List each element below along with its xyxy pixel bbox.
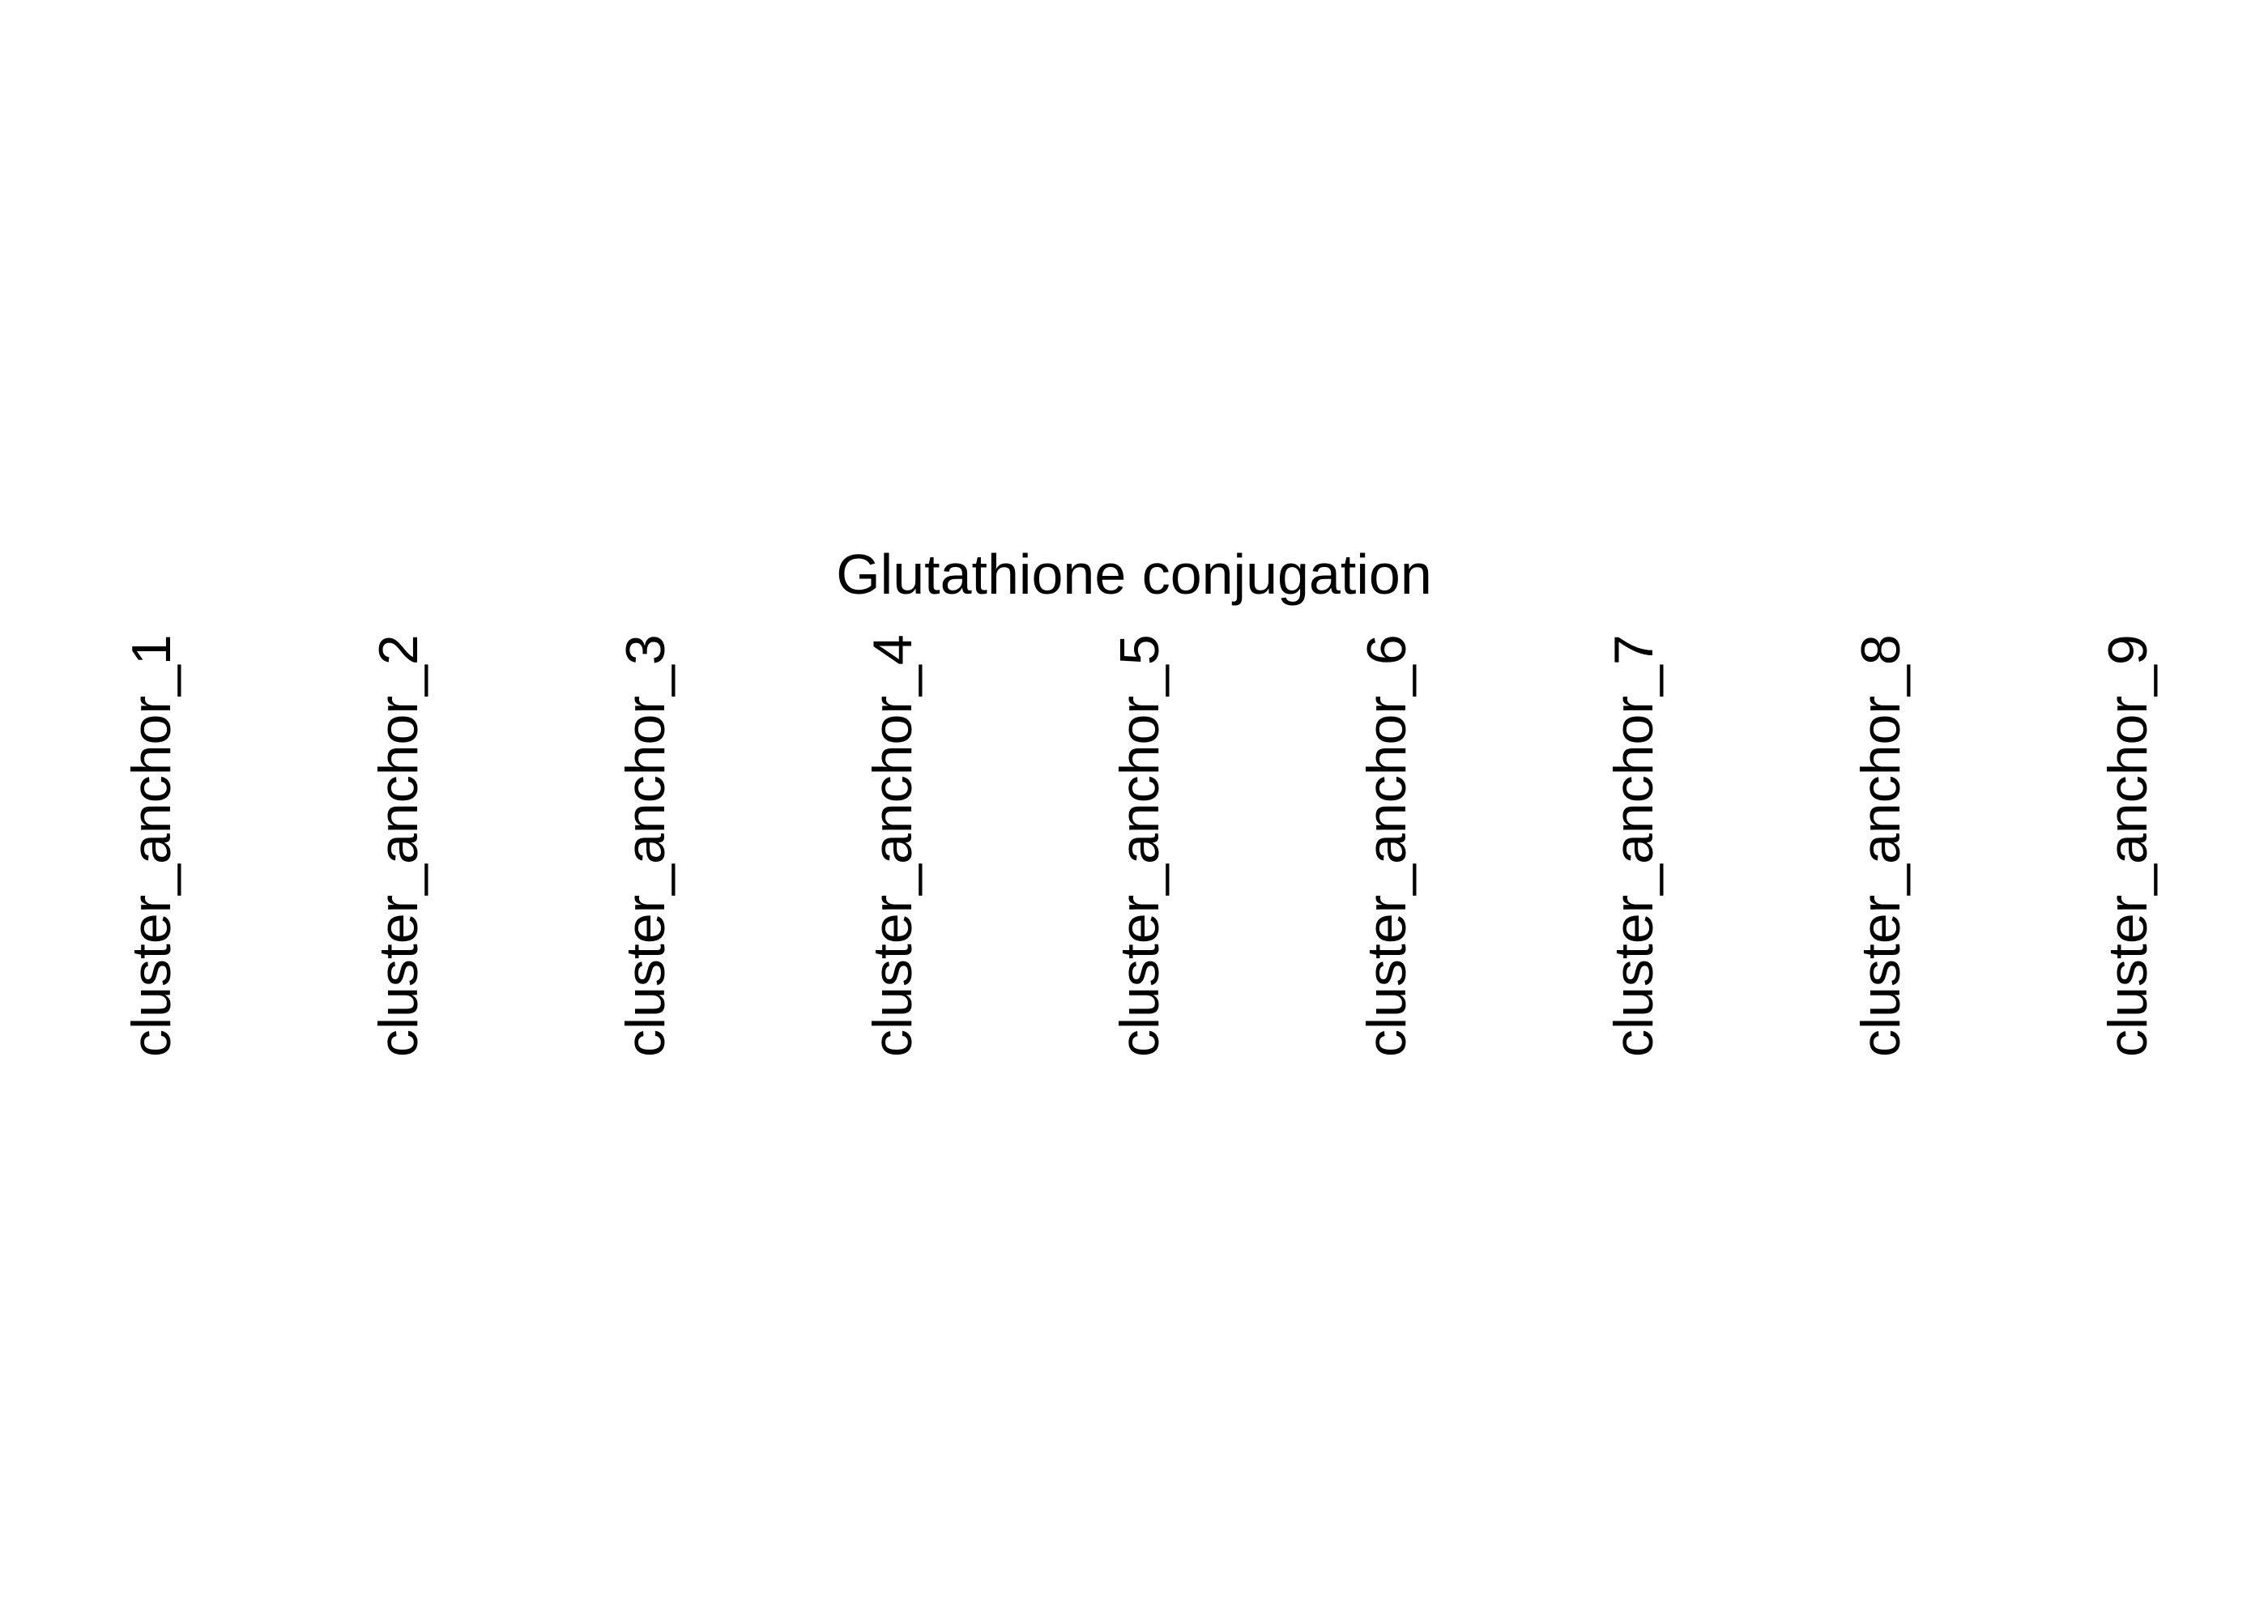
- column-label: cluster_anchor_6: [1356, 634, 1418, 1057]
- column-labels: cluster_anchor_1 cluster_anchor_2 cluster_…: [121, 634, 2159, 1057]
- column-label: cluster_anchor_1: [121, 634, 182, 1057]
- column-label: cluster_anchor_9: [2097, 634, 2159, 1057]
- column-label: cluster_anchor_8: [1850, 634, 1912, 1057]
- chart-title: Glutathione conjugation: [836, 543, 1432, 606]
- column-label: cluster_anchor_7: [1603, 634, 1665, 1057]
- column-label: cluster_anchor_2: [368, 634, 429, 1057]
- column-label: cluster_anchor_3: [615, 634, 676, 1057]
- column-label: cluster_anchor_5: [1109, 634, 1170, 1057]
- column-label: cluster_anchor_4: [862, 634, 923, 1057]
